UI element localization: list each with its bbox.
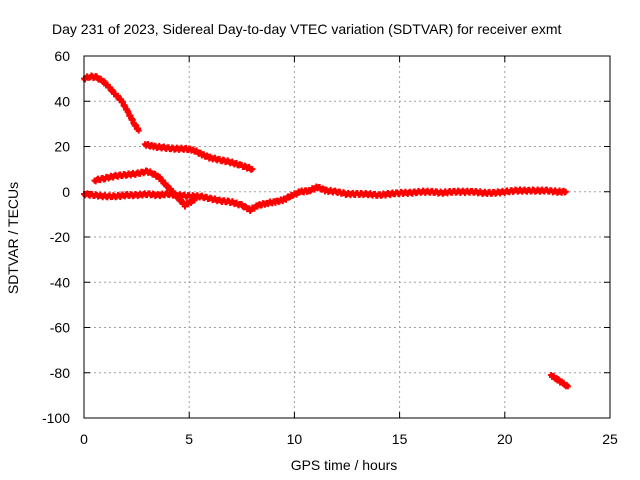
y-axis-label: SDTVAR / TECUs [5,182,21,294]
y-tick-label: -20 [50,229,70,245]
y-tick-label: 20 [54,139,70,155]
axis-ticks: 0 5 10 15 20 25 -100 -80 -60 -40 -20 0 20 40 60 [42,48,618,447]
series-arc-1 [81,72,142,134]
x-tick-label: 10 [287,431,303,447]
x-tick-label: 25 [602,431,618,447]
chart-title: Day 231 of 2023, Sidereal Day-to-day VTE… [52,21,561,37]
x-tick-label: 20 [497,431,513,447]
data-point [562,188,569,195]
y-tick-label: 0 [62,184,70,200]
x-axis-label: GPS time / hours [291,457,398,473]
y-tick-label: -40 [50,274,70,290]
y-tick-label: -60 [50,320,70,336]
y-tick-label: 60 [54,48,70,64]
data-points [81,72,571,390]
series-arc-2 [142,140,256,173]
y-tick-label: 40 [54,93,70,109]
x-tick-label: 15 [392,431,408,447]
x-tick-label: 0 [80,431,88,447]
y-tick-label: -100 [42,410,70,426]
series-arc-4 [81,183,569,214]
data-point [135,127,142,134]
series-arc-5 [548,372,571,390]
grid-lines [84,56,610,418]
series-arc-3 [91,167,199,210]
x-tick-label: 5 [185,431,193,447]
data-point [249,166,256,173]
plot-frame [83,55,611,419]
y-tick-label: -80 [50,365,70,381]
data-point [564,383,571,390]
